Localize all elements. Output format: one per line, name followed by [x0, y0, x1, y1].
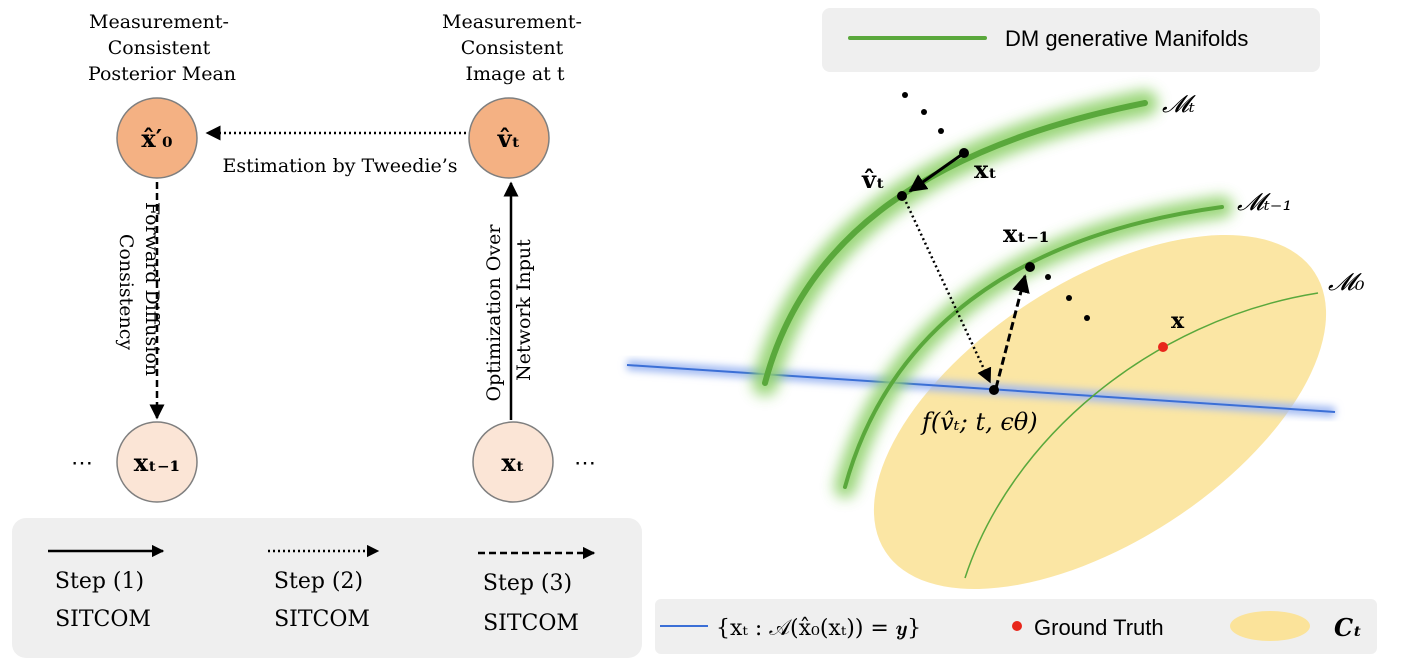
legend-step2-label: Step (2) SITCOM: [274, 569, 370, 632]
point-v-hat-t: [897, 191, 907, 201]
posterior-mean-caption: Measurement- Consistent Posterior Mean: [88, 11, 236, 85]
node-x-t: [472, 421, 554, 503]
manifold-legend-label: DM generative Manifolds: [1005, 26, 1248, 51]
ellipsis-left: ⋯: [71, 451, 93, 476]
point-f: [989, 385, 999, 395]
legend-step3-label: Step (3) SITCOM: [483, 571, 579, 636]
manifold-mt1-label: 𝓜ₜ₋₁: [1237, 188, 1292, 216]
edge-optimization-label: Optimization Over Network Input: [483, 219, 535, 402]
node-image-t: [468, 97, 550, 179]
point-f-label: f(v̂ₜ; t, ϵθ): [920, 408, 1038, 436]
node-x-t-minus-1-symbol: xₜ₋₁: [134, 448, 180, 477]
manifold-m0-label: 𝓜₀: [1328, 268, 1365, 296]
right-panel: DM generative Manifolds 𝓜ₜ 𝓜ₜ₋₁ 𝓜₀ xₜ v̂…: [626, 8, 1377, 654]
point-x-t: [959, 148, 969, 158]
point-ground-truth-label: x: [1171, 308, 1185, 334]
manifold-legend-box: [822, 8, 1320, 72]
point-x-t-minus-1: [1025, 262, 1035, 272]
edge-estimation-label: Estimation by Tweedie’s: [222, 155, 457, 177]
node-x-t-symbol: xₜ: [501, 448, 524, 477]
arrow-f-to-xt1: [994, 274, 1030, 389]
bottom-legend-ellipse-label: 𝑪ₜ: [1334, 613, 1362, 642]
trail-dot-2: [921, 109, 927, 115]
bottom-legend-red-dot: [1012, 621, 1022, 631]
arrow-vt-to-f: [904, 201, 992, 384]
bottom-legend-ground-truth-label: Ground Truth: [1034, 615, 1164, 640]
point-v-hat-t-label: v̂ₜ: [861, 165, 885, 194]
trail-dot-6: [1084, 315, 1090, 321]
point-x-t-minus-1-label: xₜ₋₁: [1003, 219, 1049, 248]
trail-dot-1: [902, 92, 908, 98]
trail-dot-3: [938, 128, 944, 134]
edge-forward-label: Forward Diffusion Consistency: [115, 202, 163, 382]
point-x-t-label: xₜ: [974, 155, 997, 184]
measurement-line: [626, 364, 1336, 413]
legend-step1-label: Step (1) SITCOM: [55, 569, 151, 632]
left-panel: Measurement- Consistent Posterior Mean M…: [12, 11, 642, 658]
manifold-m0: [964, 292, 1319, 579]
manifold-mt-label: 𝓜ₜ: [1162, 90, 1196, 118]
ellipsis-right: ⋯: [574, 451, 596, 476]
node-image-t-symbol: v̂ₜ: [497, 124, 521, 153]
node-x-t-minus-1: [116, 421, 198, 503]
node-posterior-mean: [116, 97, 198, 179]
manifold-mt: [762, 100, 1148, 386]
bottom-legend-ellipse: [1230, 611, 1310, 641]
trail-dot-4: [1045, 274, 1051, 280]
arrow-xt-to-vt: [908, 151, 965, 193]
point-ground-truth: [1158, 342, 1168, 352]
node-posterior-mean-symbol: x̂′₀: [141, 124, 172, 153]
trail-dot-5: [1066, 295, 1072, 301]
image-at-t-caption: Measurement- Consistent Image at t: [442, 11, 588, 85]
bottom-legend-blue-label: {xₜ : 𝒜(x̂₀(xₜ)) = 𝒚}: [716, 616, 921, 641]
